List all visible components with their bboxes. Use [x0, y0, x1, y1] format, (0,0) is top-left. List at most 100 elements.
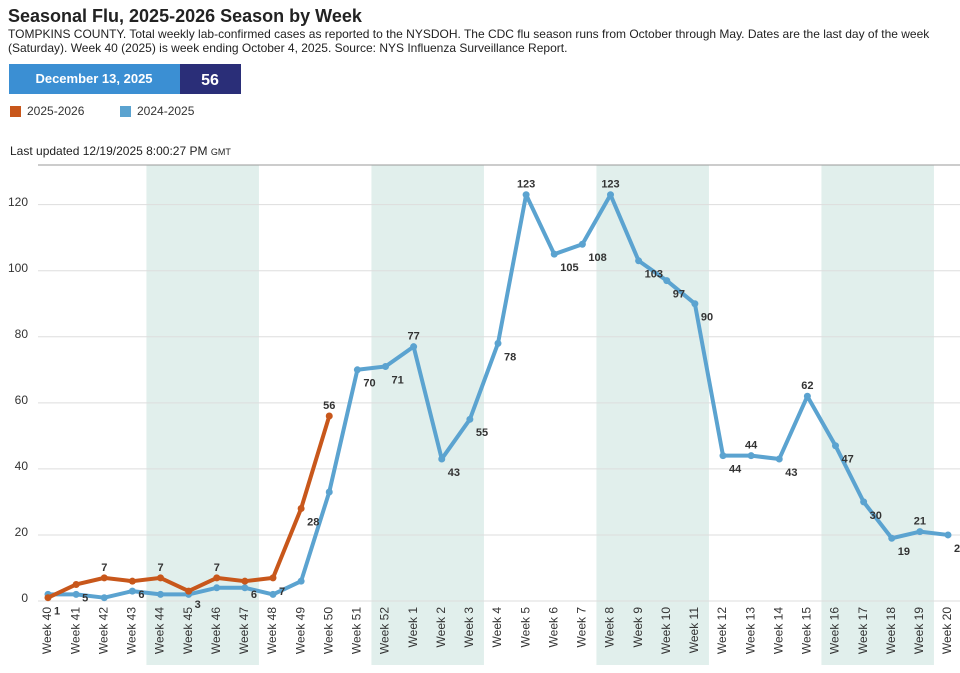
x-tick-label: Week 13 — [743, 607, 757, 654]
legend-swatch — [10, 106, 21, 117]
x-tick-label: Week 7 — [575, 607, 589, 648]
data-label: 7 — [214, 562, 220, 574]
x-tick-label: Week 14 — [771, 607, 785, 654]
y-tick-label: 120 — [8, 195, 28, 209]
data-label: 6 — [138, 589, 144, 601]
data-label: 77 — [408, 331, 420, 343]
point — [747, 452, 755, 460]
y-tick-label: 100 — [8, 261, 28, 275]
data-label: 28 — [307, 516, 319, 528]
data-label: 21 — [914, 516, 926, 528]
data-label: 5 — [82, 592, 88, 604]
x-tick-label: Week 8 — [603, 607, 617, 648]
data-label: 7 — [279, 586, 285, 598]
point — [944, 531, 952, 539]
point — [466, 415, 474, 423]
x-tick-label: Week 41 — [68, 607, 82, 654]
data-label: 44 — [745, 440, 758, 452]
data-label: 43 — [785, 467, 797, 479]
x-tick-label: Week 16 — [828, 607, 842, 654]
data-label: 1 — [54, 606, 60, 618]
data-label: 20 — [954, 543, 960, 555]
point — [185, 587, 193, 595]
date-box — [9, 64, 180, 94]
data-label: 103 — [645, 269, 663, 281]
data-label: 7 — [157, 562, 163, 574]
data-label: 105 — [560, 262, 578, 274]
x-tick-label: Week 3 — [462, 607, 476, 648]
y-tick-label: 60 — [15, 393, 29, 407]
point — [916, 528, 924, 536]
point — [719, 452, 727, 460]
point — [410, 343, 418, 351]
x-tick-label: Week 52 — [378, 607, 392, 654]
x-tick-label: Week 11 — [687, 607, 701, 654]
point — [297, 577, 305, 585]
x-tick-label: Week 43 — [125, 607, 139, 654]
point — [607, 191, 614, 199]
point — [241, 577, 249, 585]
chart-title: Seasonal Flu, 2025-2026 Season by Week — [8, 6, 363, 26]
data-label: 90 — [701, 312, 713, 324]
point — [100, 594, 108, 602]
data-label: 19 — [898, 546, 910, 558]
updated-zone: GMT — [211, 147, 231, 157]
point — [550, 250, 558, 258]
point — [297, 505, 305, 513]
data-label: 123 — [601, 179, 619, 191]
data-label: 43 — [448, 467, 460, 479]
updated: Last updated 12/19/2025 8:00:27 PM GMT — [10, 144, 231, 158]
point — [522, 191, 530, 199]
x-tick-label: Week 1 — [406, 607, 420, 648]
data-label: 30 — [870, 510, 882, 522]
point — [494, 339, 502, 347]
x-tick-label: Week 20 — [940, 607, 954, 654]
legend-label: 2025-2026 — [27, 104, 85, 118]
y-tick-label: 80 — [15, 327, 29, 341]
point — [438, 455, 446, 463]
data-label: 7 — [101, 562, 107, 574]
point — [691, 300, 699, 308]
point — [325, 412, 333, 420]
x-tick-label: Week 48 — [265, 607, 279, 654]
data-label: 78 — [504, 351, 516, 363]
x-tick-label: Week 19 — [912, 607, 926, 654]
data-label: 70 — [363, 378, 375, 390]
point — [663, 277, 671, 285]
x-tick-label: Week 51 — [350, 607, 364, 654]
point — [157, 574, 164, 582]
month-band — [821, 165, 934, 665]
x-tick-label: Week 49 — [293, 607, 307, 654]
value-box — [180, 64, 241, 94]
point — [803, 392, 811, 400]
point — [72, 580, 80, 588]
data-label: 44 — [729, 464, 742, 476]
point — [832, 442, 839, 450]
point — [269, 590, 277, 598]
data-label: 55 — [476, 427, 488, 439]
x-tick-label: Week 18 — [884, 607, 898, 654]
data-label: 6 — [251, 589, 257, 601]
point — [128, 577, 136, 585]
x-tick-label: Week 15 — [800, 607, 814, 654]
x-tick-label: Week 4 — [490, 607, 504, 648]
point — [382, 362, 389, 370]
point — [578, 240, 586, 248]
x-tick-label: Week 10 — [659, 607, 673, 654]
y-tick-label: 40 — [15, 459, 29, 473]
data-label: 97 — [673, 289, 685, 301]
x-tick-label: Week 6 — [546, 607, 560, 648]
x-tick-label: Week 44 — [153, 607, 167, 654]
x-tick-label: Week 45 — [181, 607, 195, 654]
month-band — [596, 165, 709, 665]
x-tick-label: Week 17 — [856, 607, 870, 654]
data-label: 123 — [517, 179, 535, 191]
point — [353, 366, 361, 374]
point — [888, 534, 896, 542]
y-tick-label: 0 — [21, 591, 28, 605]
highlight-date: December 13, 2025 — [35, 71, 152, 86]
y-tick-label: 20 — [15, 525, 29, 539]
data-label: 3 — [195, 599, 201, 611]
